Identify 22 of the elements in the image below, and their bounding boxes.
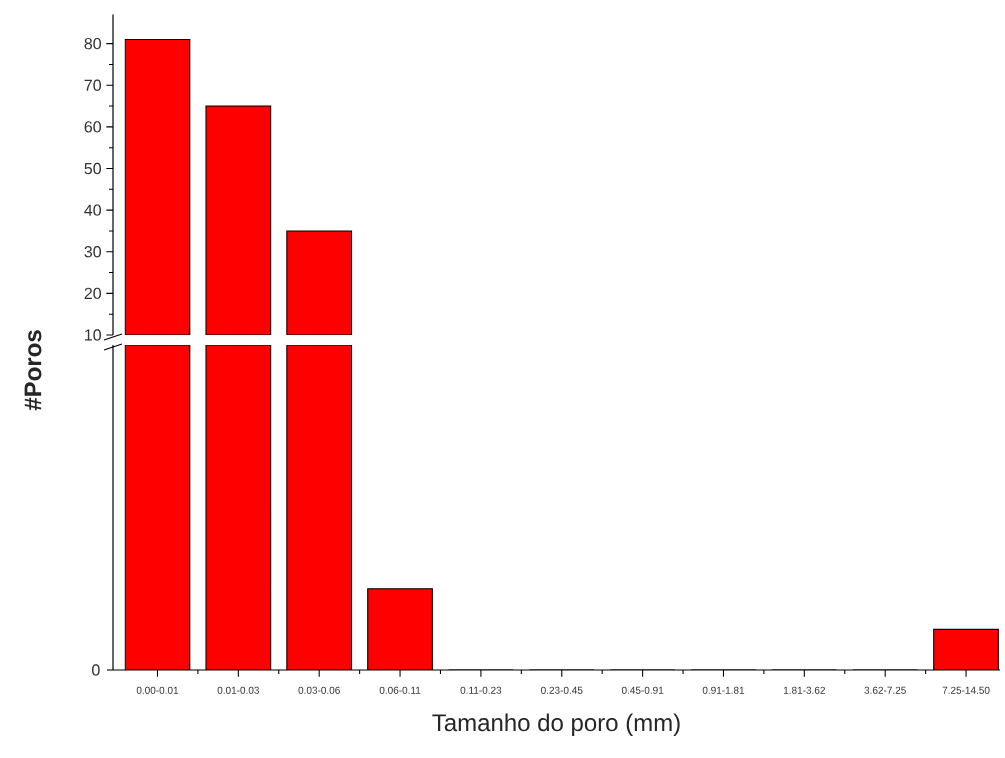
y-tick-label: 20 [84,287,102,300]
x-tick-label: 7.25-14.50 [942,686,990,694]
x-tick-label: 0.01-0.03 [217,686,260,694]
y-tick-label: 10 [85,329,102,341]
x-axis-title: Tamanho do poro (mm) [432,713,680,736]
x-tick-label: 0.11-0.23 [460,686,502,694]
x-tick-label: 0.23-0.45 [541,686,583,694]
x-tick-label: 0.06-0.11 [379,686,421,694]
y-tick-label: 80 [84,37,102,50]
y-tick-label: 30 [84,246,102,258]
y-tick-label: 50 [84,162,102,175]
y-axis-title: #Poros [24,330,42,411]
y-tick-label: 60 [84,121,102,133]
x-tick-label: 0.45-0.91 [621,686,664,694]
x-tick-label: 0.00-0.01 [136,686,179,694]
text: 0 [92,664,100,676]
x-tick-label: 1.81-3.62 [783,686,825,694]
y-tick-label: 40 [84,204,102,216]
x-tick-label: 0.91-1.81 [702,686,745,694]
x-tick-label: 0.03-0.06 [298,686,340,694]
x-tick-label: 3.62-7.25 [864,686,906,694]
y-tick-label: 70 [84,79,102,91]
